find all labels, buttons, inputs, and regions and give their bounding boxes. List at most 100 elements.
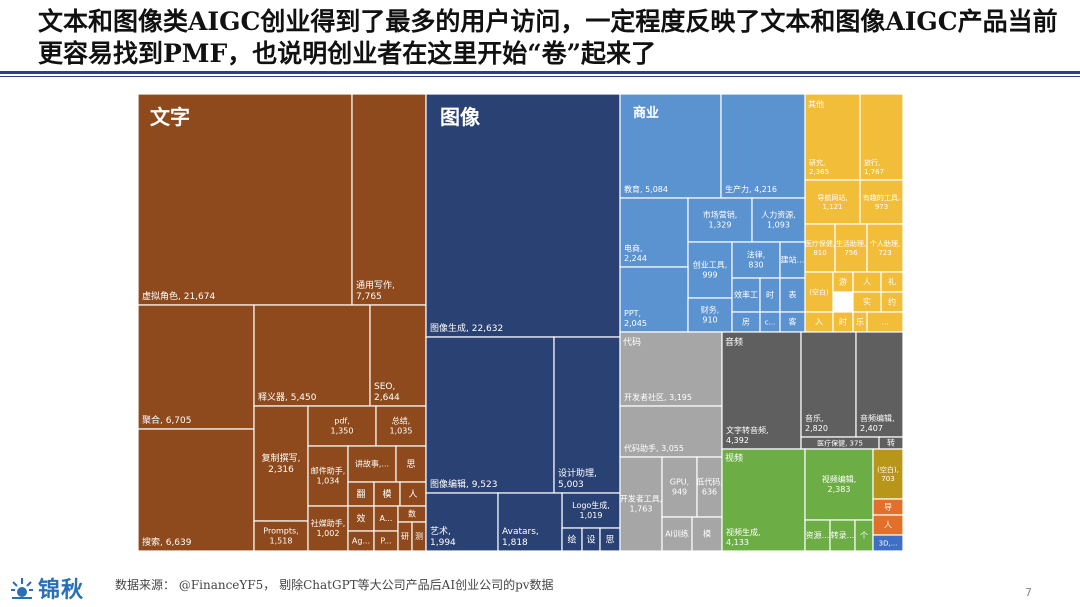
treemap-cell-5-2: 音频编辑, 2,407 bbox=[855, 331, 904, 438]
treemap-category-图像: 图像 bbox=[440, 105, 481, 129]
treemap-label: 个人助理, 723 bbox=[870, 239, 900, 257]
treemap-label: 代码助手, 3,055 bbox=[624, 443, 684, 453]
treemap-cell-2-1: 生产力, 4,216 bbox=[720, 93, 806, 199]
source-note: 数据来源： @FinanceYF5， 剔除ChatGPT等大公司产品后AI创业公… bbox=[115, 578, 554, 592]
treemap-cell-0-19: 数 bbox=[397, 505, 427, 523]
treemap-cell-3-15: 时 bbox=[832, 311, 854, 333]
treemap-cell-6-1: 视频编辑, 2,383 bbox=[804, 448, 874, 521]
treemap-cell-2-2: 电商, 2,244 bbox=[619, 197, 689, 268]
treemap-label: 市场营销, 1,329 bbox=[703, 210, 738, 230]
treemap-label: 资源... bbox=[806, 530, 830, 540]
treemap-cell-0-21: P... bbox=[373, 530, 399, 552]
treemap-category-视频: 视频 bbox=[725, 452, 743, 464]
treemap-cell-1-7: 设 bbox=[581, 527, 601, 552]
treemap-label: 搜索, 6,639 bbox=[142, 536, 192, 548]
treemap-label: 视频生成, 4,133 bbox=[726, 527, 761, 547]
treemap-label: 转录... bbox=[831, 530, 855, 540]
treemap-cell-4-6: 模 bbox=[691, 516, 723, 552]
treemap-cell-0-0: 虚拟角色, 21,674 bbox=[137, 93, 353, 306]
treemap-label: 个 bbox=[860, 531, 868, 540]
treemap-label: (空白) bbox=[809, 287, 829, 296]
treemap-label: 开发者社区, 3,195 bbox=[624, 392, 692, 402]
treemap-cell-2-6: 法律, 830 bbox=[731, 241, 781, 279]
treemap-label: 3D,... bbox=[879, 539, 898, 547]
treemap-category-音频: 音频 bbox=[725, 336, 743, 348]
treemap-cell-1-4: 艺术, 1,994 bbox=[425, 492, 499, 552]
treemap-cell-0-8: 总结, 1,035 bbox=[375, 405, 427, 447]
treemap-label: 人 bbox=[863, 278, 871, 287]
treemap-label: 建站... bbox=[781, 255, 805, 265]
treemap-label: 绘 bbox=[567, 534, 576, 546]
treemap-cell-4-4: 低代码, 636 bbox=[696, 456, 723, 518]
treemap-cell-2-9: 财务, 910 bbox=[687, 297, 733, 333]
treemap-cell-3-7: (空白) bbox=[804, 271, 834, 313]
sun-logo-icon bbox=[11, 578, 33, 599]
treemap-label: 人 bbox=[884, 521, 892, 530]
treemap-cell-5-1: 音乐, 2,820 bbox=[800, 331, 857, 438]
treemap-label: 生活助理, 756 bbox=[836, 239, 866, 257]
treemap-label: 礼 bbox=[888, 277, 896, 287]
treemap-cell-0-10: 讲故事,... bbox=[347, 445, 397, 483]
treemap-label: 释义器, 5,450 bbox=[258, 391, 317, 403]
treemap-cell-0-13: 社媒助手, 1,002 bbox=[307, 505, 349, 552]
treemap-label: 旅行, 1,767 bbox=[864, 158, 884, 176]
treemap-cell-3-6: 个人助理, 723 bbox=[866, 223, 904, 273]
treemap-cell-4-0: 开发者社区, 3,195 bbox=[619, 331, 723, 407]
treemap-label: 设 bbox=[586, 535, 595, 546]
treemap-cell-8-0: 导 bbox=[872, 498, 904, 516]
treemap-cell-1-3: Logo生成, 1,019 bbox=[561, 492, 621, 529]
treemap-label: P... bbox=[380, 537, 391, 546]
treemap-cell-2-3: 市场营销, 1,329 bbox=[687, 197, 753, 243]
treemap-cell-7-0: (空白), 703 bbox=[872, 448, 904, 500]
treemap-cell-6-0: 视频生成, 4,133 bbox=[721, 448, 806, 552]
treemap-label: 视频编辑, 2,383 bbox=[822, 474, 857, 494]
treemap-label: 游 bbox=[839, 277, 847, 287]
treemap-label: 人力资源, 1,093 bbox=[761, 210, 796, 230]
treemap-cell-3-5: 生活助理, 756 bbox=[834, 223, 868, 273]
treemap-label: 表 bbox=[789, 290, 797, 300]
treemap-label: 导航网站, 1,121 bbox=[817, 193, 847, 211]
treemap-label: 翻 bbox=[356, 489, 365, 500]
treemap-category-其他: 其他 bbox=[808, 99, 824, 109]
treemap-cell-1-1: 图像编辑, 9,523 bbox=[425, 336, 555, 494]
treemap-label: 房 bbox=[742, 317, 750, 327]
treemap-label: 通用写作, 7,765 bbox=[356, 279, 395, 302]
treemap-cell-3-11: 约 bbox=[880, 291, 904, 313]
treemap-cell-3-14: 入 bbox=[804, 311, 834, 333]
treemap-label: A... bbox=[380, 514, 393, 523]
treemap-cell-0-7: pdf, 1,350 bbox=[307, 405, 377, 447]
treemap-label: 有趣的工具, 973 bbox=[863, 193, 900, 211]
treemap-label: 电商, 2,244 bbox=[624, 243, 647, 263]
treemap-label: 人 bbox=[408, 489, 417, 500]
treemap-cell-2-11: 时 bbox=[759, 277, 781, 313]
treemap-cell-3-9: 人 bbox=[852, 271, 882, 293]
treemap-category-文字: 文字 bbox=[150, 105, 190, 129]
treemap-label: 导 bbox=[884, 503, 892, 512]
treemap-label: Prompts, 1,518 bbox=[263, 527, 298, 546]
treemap-label: GPU, 949 bbox=[670, 478, 689, 497]
treemap-cell-2-5: 创业工具, 999 bbox=[687, 241, 733, 299]
treemap-label: 开发者工具, 1,763 bbox=[620, 494, 663, 514]
treemap-label: 测 bbox=[415, 532, 423, 541]
treemap-label: 讲故事,... bbox=[355, 459, 389, 469]
treemap-label: PPT, 2,045 bbox=[624, 309, 647, 328]
treemap-label: 音乐, 2,820 bbox=[805, 413, 828, 433]
treemap-cell-2-14: c... bbox=[759, 311, 781, 333]
treemap-cell-3-16: 乐 bbox=[852, 311, 868, 333]
treemap-label: 模 bbox=[703, 529, 711, 539]
treemap-cell-3-10: 礼 bbox=[880, 271, 904, 293]
treemap-label: 图像生成, 22,632 bbox=[430, 322, 503, 334]
treemap-label: 约 bbox=[888, 297, 896, 307]
treemap-label: 社媒助手, 1,002 bbox=[311, 518, 346, 538]
treemap-cell-0-18: A... bbox=[373, 505, 399, 532]
treemap-cell-8-1: 人 bbox=[872, 514, 904, 536]
treemap-cell-0-20: Ag... bbox=[347, 530, 375, 552]
brand-name: 锦秋 bbox=[38, 578, 85, 603]
treemap-label: Logo生成, 1,019 bbox=[572, 500, 610, 520]
treemap-cell-2-13: 房 bbox=[731, 311, 761, 333]
treemap-category-商业: 商业 bbox=[633, 105, 659, 121]
treemap-cell-4-3: GPU, 949 bbox=[661, 456, 698, 518]
treemap-label: 总结, 1,035 bbox=[390, 416, 413, 436]
treemap-label: 艺术, 1,994 bbox=[430, 525, 456, 548]
treemap-cell-0-11: 思 bbox=[395, 445, 427, 483]
